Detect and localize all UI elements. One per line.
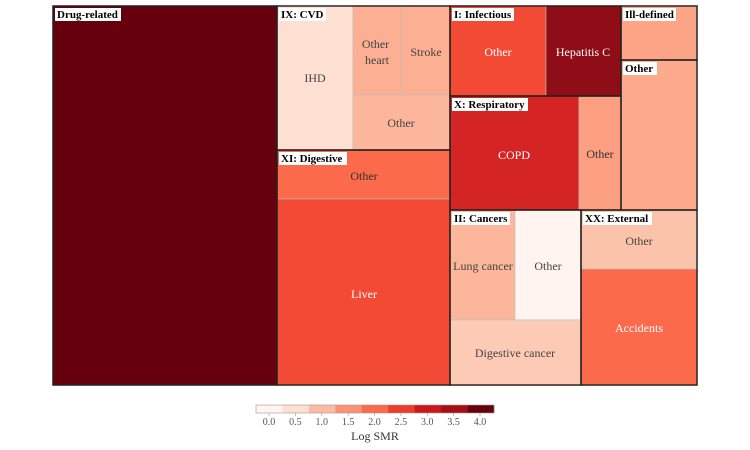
colorbar-tick-label: 3.5 bbox=[447, 417, 460, 428]
group-borders bbox=[52, 5, 698, 386]
tile-respiratory-other bbox=[578, 95, 622, 211]
colorbar-tick-label: 1.0 bbox=[316, 417, 329, 428]
tile-label-ihd: IHD bbox=[304, 71, 326, 85]
group-label-infectious: I: Infectious bbox=[454, 9, 512, 21]
colorbar-segment bbox=[414, 405, 442, 413]
colorbar-tick-label: 0.0 bbox=[263, 417, 276, 428]
colorbar-segment bbox=[441, 405, 468, 413]
tile-other-group bbox=[620, 59, 698, 211]
tile-cvd-stroke bbox=[400, 5, 451, 96]
colorbar-segment bbox=[256, 405, 283, 413]
colorbar-tick-label: 3.0 bbox=[421, 417, 434, 428]
group-label-box-drug-related bbox=[55, 8, 121, 21]
tile-label-respiratory-other: Other bbox=[586, 147, 613, 161]
group-label-drug-related: Drug-related bbox=[57, 9, 118, 21]
group-label-cvd: IX: CVD bbox=[281, 9, 324, 21]
colorbar-tick-label: 4.0 bbox=[474, 417, 487, 428]
group-label-cancers: II: Cancers bbox=[454, 213, 508, 225]
colorbar-tick-label: 2.5 bbox=[395, 417, 408, 428]
colorbar-frame bbox=[255, 404, 495, 414]
tile-label-other-heart-line1: Other bbox=[362, 37, 389, 51]
group-labels: Drug-related IX: CVD XI: Digestive I: In… bbox=[55, 8, 676, 225]
tile-labels: IHD Other heart Stroke Other Other Liver… bbox=[304, 37, 663, 360]
tile-infectious-hepatitis-c bbox=[545, 5, 622, 97]
tile-label-other-heart-line2: heart bbox=[365, 53, 390, 67]
tile-cvd-ihd bbox=[276, 5, 354, 151]
group-label-other: Other bbox=[625, 63, 653, 75]
group-label-box-cvd bbox=[279, 8, 326, 21]
tile-label-infectious-other: Other bbox=[484, 45, 511, 59]
colorbar-segment bbox=[467, 405, 495, 413]
group-border-other bbox=[620, 59, 698, 211]
tile-digestive-liver bbox=[276, 198, 451, 386]
colorbar-title: Log SMR bbox=[351, 429, 399, 443]
group-label-box-external bbox=[583, 212, 652, 225]
group-label-box-infectious bbox=[452, 8, 514, 21]
colorbar-segment bbox=[388, 405, 415, 413]
tile-label-stroke: Stroke bbox=[410, 45, 441, 59]
tile-label-liver: Liver bbox=[351, 287, 377, 301]
tile-label-lung-cancer: Lung cancer bbox=[453, 259, 513, 273]
group-label-box-other bbox=[623, 62, 657, 75]
tile-label-other-heart: Other heart bbox=[362, 37, 392, 67]
tile-label-accidents: Accidents bbox=[615, 321, 663, 335]
colorbar-legend: 0.0 0.5 1.0 1.5 2.0 2.5 3.0 3.5 4.0 bbox=[255, 404, 495, 428]
group-label-ill-defined: Ill-defined bbox=[625, 9, 674, 21]
tile-label-cvd-other: Other bbox=[387, 116, 414, 130]
colorbar-segment bbox=[308, 405, 336, 413]
colorbar-tick-label: 2.0 bbox=[368, 417, 381, 428]
tile-label-cancers-other: Other bbox=[534, 259, 561, 273]
tile-drug-related bbox=[52, 5, 278, 386]
colorbar-tick-label: 1.5 bbox=[342, 417, 355, 428]
tile-external-accidents bbox=[580, 268, 698, 386]
tile-label-digestive-other: Other bbox=[350, 169, 377, 183]
group-label-box-respiratory bbox=[452, 98, 528, 111]
tile-cancers-other bbox=[514, 209, 582, 321]
colorbar-tick-label: 0.5 bbox=[289, 417, 302, 428]
tile-label-external-other: Other bbox=[625, 234, 652, 248]
group-label-box-cancers bbox=[452, 212, 510, 225]
group-label-box-ill-defined bbox=[623, 8, 676, 21]
colorbar-segment bbox=[361, 405, 389, 413]
tile-label-copd: COPD bbox=[498, 148, 530, 162]
tile-label-digestive-cancer: Digestive cancer bbox=[475, 346, 555, 360]
tile-respiratory-copd bbox=[449, 95, 580, 211]
tile-label-hepatitis-c: Hepatitis C bbox=[556, 45, 610, 59]
group-label-respiratory: X: Respiratory bbox=[454, 99, 525, 111]
tile-layer bbox=[52, 5, 698, 386]
colorbar-segment bbox=[282, 405, 310, 413]
tile-cancers-digestive-cancer bbox=[449, 319, 582, 386]
group-label-external: XX: External bbox=[585, 213, 648, 225]
tile-cancers-lung-cancer bbox=[449, 209, 516, 321]
colorbar-segment bbox=[335, 405, 363, 413]
group-label-digestive: XI: Digestive bbox=[281, 153, 343, 165]
group-label-box-digestive bbox=[279, 152, 347, 165]
